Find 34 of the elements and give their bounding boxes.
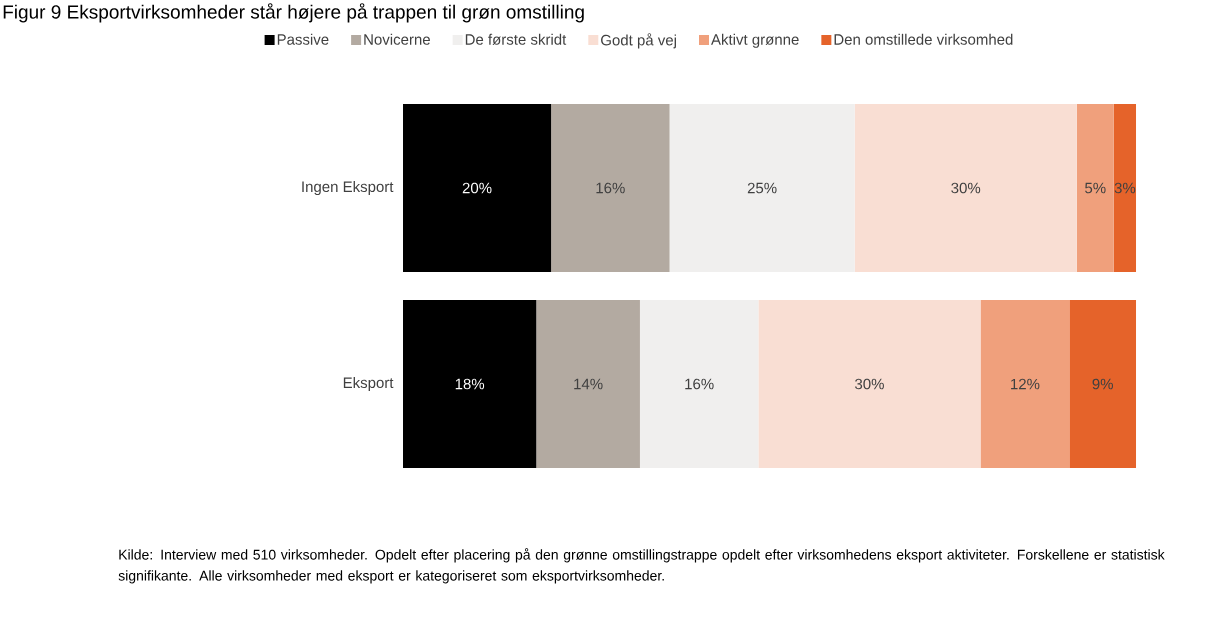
bar bbox=[536, 300, 640, 468]
legend-label: De første skridt bbox=[465, 33, 567, 45]
data-label: 18% bbox=[455, 378, 485, 390]
bar bbox=[669, 104, 855, 272]
bar bbox=[403, 104, 552, 272]
bar bbox=[1069, 300, 1137, 468]
data-label: 30% bbox=[855, 378, 884, 390]
data-label: 5% bbox=[1085, 182, 1106, 194]
bar bbox=[854, 104, 1077, 272]
data-label: 14% bbox=[574, 378, 603, 390]
data-label: 20% bbox=[462, 182, 492, 194]
data-label: 25% bbox=[747, 182, 777, 194]
bar bbox=[980, 300, 1070, 468]
legend-label: Novicerne bbox=[364, 33, 430, 45]
bar bbox=[403, 300, 537, 468]
bar bbox=[1113, 104, 1137, 272]
bar bbox=[1076, 104, 1114, 272]
legend-label: Godt på vej bbox=[601, 33, 676, 49]
bar bbox=[639, 300, 759, 468]
bar bbox=[758, 300, 981, 468]
legend-label: Den omstillede virksomhed bbox=[834, 33, 1013, 45]
legend-label: Aktivt grønne bbox=[711, 33, 799, 48]
y-tick-label: Eksport bbox=[343, 377, 394, 391]
data-label: 30% bbox=[951, 182, 981, 194]
data-label: 16% bbox=[685, 378, 714, 390]
chart-title: Figur 9 Eksportvirksomheder står højere på trappen til grøn omstilling bbox=[3, 3, 584, 23]
bar bbox=[551, 104, 670, 272]
data-label: 9% bbox=[1092, 378, 1113, 390]
data-label: 12% bbox=[1011, 378, 1040, 390]
text: Kilde: Interview med 510 virksomheder. Opdelt efter placering på den grønne omstillingstrappe opdelt efter virksomhedens eksport aktiviteter. Forskellene er statistisk signifikante. Alle virksomheder med eksport er kategoriseret som eksportvirksomheder. bbox=[118, 548, 1165, 584]
legend-label: Passive bbox=[277, 33, 329, 45]
data-label: 3% bbox=[1114, 182, 1136, 194]
data-label: 16% bbox=[596, 182, 625, 194]
y-tick-label: Ingen Eksport bbox=[302, 181, 394, 195]
